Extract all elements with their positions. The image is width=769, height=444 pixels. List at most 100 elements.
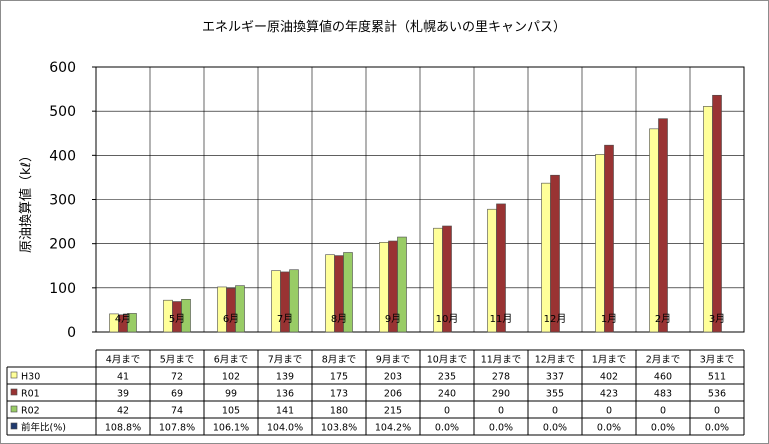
table-cell: 141 <box>276 406 294 417</box>
table-cell: 0 <box>444 406 450 417</box>
table-cell: 402 <box>600 372 618 383</box>
table-cell: 72 <box>171 372 183 383</box>
bar-r02 <box>397 236 407 333</box>
y-tick-label: 300 <box>49 193 76 209</box>
bar-r01 <box>604 144 614 333</box>
table-cell: 102 <box>222 372 240 383</box>
table-cell: 483 <box>654 389 672 400</box>
table-cell: 74 <box>171 406 183 417</box>
month-label: 5月 <box>169 313 185 325</box>
row-label: R01 <box>21 389 40 400</box>
table-cell: 103.8% <box>321 423 357 434</box>
table-cell: 460 <box>654 372 672 383</box>
legend-swatch <box>10 388 18 396</box>
table-cell: 0.0% <box>489 423 513 434</box>
table-cell: 108.8% <box>105 423 141 434</box>
month-label: 11月 <box>490 313 513 325</box>
bar-h30 <box>595 154 605 333</box>
table-cell: 235 <box>438 372 456 383</box>
table-cell: 206 <box>384 389 402 400</box>
table-cell: 180 <box>330 406 348 417</box>
table-header-cell: 3月まで <box>700 355 735 366</box>
table-header-cell: 8月まで <box>322 355 357 366</box>
bar-r02 <box>235 285 245 333</box>
y-tick-labels: 0 100 200 300 400 500 600 <box>49 60 76 341</box>
table-cell: 0 <box>606 406 612 417</box>
legend-swatch <box>10 422 18 430</box>
table-cell: 536 <box>708 389 726 400</box>
table-cell: 0 <box>552 406 558 417</box>
table-cell: 39 <box>117 389 129 400</box>
bar-r01 <box>550 174 560 333</box>
month-label: 3月 <box>709 313 725 325</box>
table-header-cell: 10月まで <box>427 355 468 366</box>
month-label: 4月 <box>115 313 131 325</box>
table-cell: 0.0% <box>543 423 567 434</box>
month-labels: 4月 5月 6月 7月 8月 9月 10月 11月 12月 1月 2月 3月 <box>115 313 725 325</box>
table-cell: 69 <box>171 389 183 400</box>
table-cell: 106.1% <box>213 423 249 434</box>
table-cell: 173 <box>330 389 348 400</box>
table-cell: 107.8% <box>159 423 195 434</box>
table-cell: 0 <box>660 406 666 417</box>
bar-r01 <box>442 225 452 333</box>
table-cell: 423 <box>600 389 618 400</box>
y-tick-label: 200 <box>49 237 76 253</box>
month-label: 6月 <box>223 313 239 325</box>
row-label: 前年比(%) <box>21 422 66 434</box>
y-tick-label: 0 <box>67 325 76 341</box>
data-table: 4月まで 5月まで 6月まで 7月まで 8月まで 9月まで 10月まで 11月まで 12月まで 1… <box>6 349 745 436</box>
y-tick-label: 100 <box>49 281 76 297</box>
month-label: 12月 <box>544 313 567 325</box>
bar-h30 <box>649 128 659 333</box>
table-cell: 136 <box>276 389 294 400</box>
bars <box>109 94 722 333</box>
table-header-cell: 4月まで <box>106 355 141 366</box>
bar-r01 <box>496 203 506 333</box>
table-header-cell: 11月まで <box>481 355 522 366</box>
table-cell: 203 <box>384 372 402 383</box>
table-cell: 337 <box>546 372 564 383</box>
y-tick-label: 400 <box>49 148 76 164</box>
bar-h30 <box>217 286 227 333</box>
table-header-cell: 9月まで <box>376 355 411 366</box>
table-cell: 42 <box>117 406 129 417</box>
table-cell: 0.0% <box>597 423 621 434</box>
table-cell: 240 <box>438 389 456 400</box>
table-header-cell: 5月まで <box>160 355 195 366</box>
table-cell: 0 <box>498 406 504 417</box>
table-cell: 41 <box>117 372 129 383</box>
table-header-cell: 12月まで <box>535 355 576 366</box>
table-cell: 511 <box>708 372 726 383</box>
bar-r02 <box>181 299 191 333</box>
legend-swatch <box>10 405 18 413</box>
bar-r02 <box>343 252 353 333</box>
month-label: 10月 <box>436 313 459 325</box>
bar-r01 <box>712 94 722 333</box>
table-cell: 290 <box>492 389 510 400</box>
y-axis-label: 原油換算値（kℓ） <box>18 149 34 253</box>
table-cell: 99 <box>225 389 237 400</box>
legend-swatch <box>10 371 18 379</box>
row-label: R02 <box>21 406 40 417</box>
y-tick-label: 500 <box>49 104 76 120</box>
bar-r01 <box>658 118 668 333</box>
table-header-cell: 7月まで <box>268 355 303 366</box>
bar-r02 <box>127 313 137 333</box>
table-cell: 215 <box>384 406 402 417</box>
bar-r01 <box>226 287 236 333</box>
bar-h30 <box>703 106 713 333</box>
table-cell: 0.0% <box>651 423 675 434</box>
month-label: 1月 <box>601 313 617 325</box>
table-cell: 139 <box>276 372 294 383</box>
table-header-cell: 2月まで <box>646 355 681 366</box>
table-cell: 0.0% <box>435 423 459 434</box>
table-header-cell: 6月まで <box>214 355 249 366</box>
table-cell: 104.2% <box>375 423 411 434</box>
table-cell: 105 <box>222 406 240 417</box>
table-cell: 278 <box>492 372 510 383</box>
table-cell: 104.0% <box>267 423 303 434</box>
month-label: 7月 <box>277 313 293 325</box>
month-label: 9月 <box>385 313 401 325</box>
